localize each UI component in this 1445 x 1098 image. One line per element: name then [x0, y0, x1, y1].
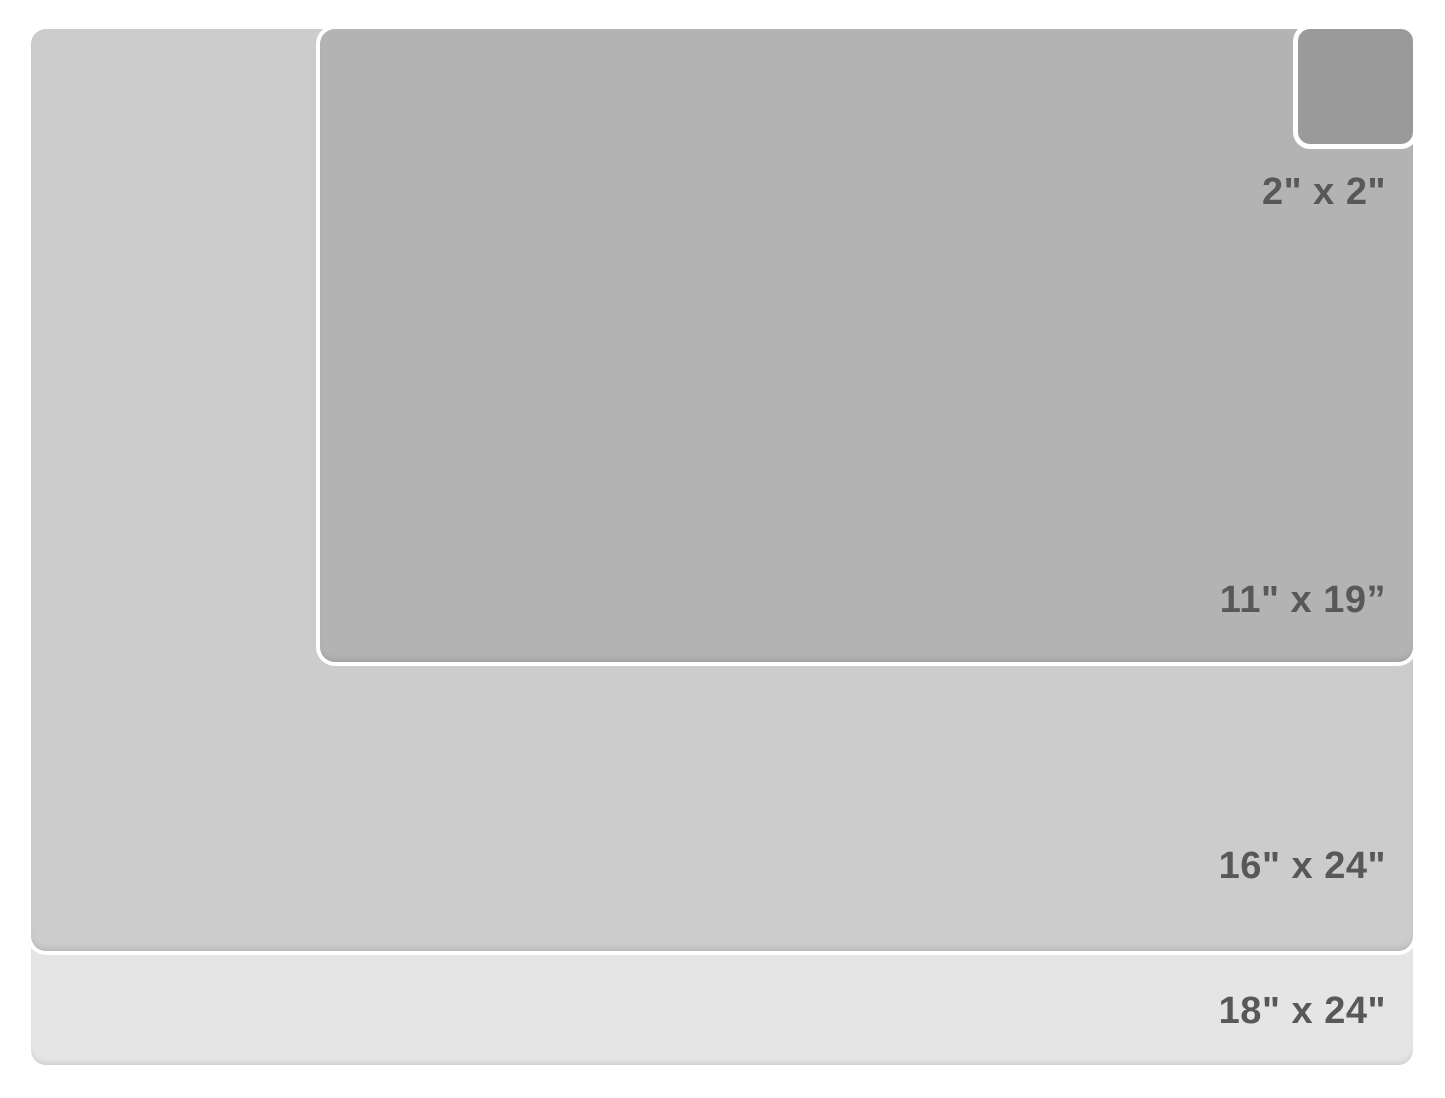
size-label-2x2: 2" x 2" [1261, 171, 1386, 213]
size-label-11x19: 11" x 19” [1219, 579, 1386, 621]
size-rect-11x19 [320, 29, 1413, 662]
size-label-16x24: 16" x 24" [1218, 845, 1386, 887]
size-rect-2x2 [1298, 29, 1413, 144]
size-label-18x24: 18" x 24" [1218, 990, 1386, 1032]
